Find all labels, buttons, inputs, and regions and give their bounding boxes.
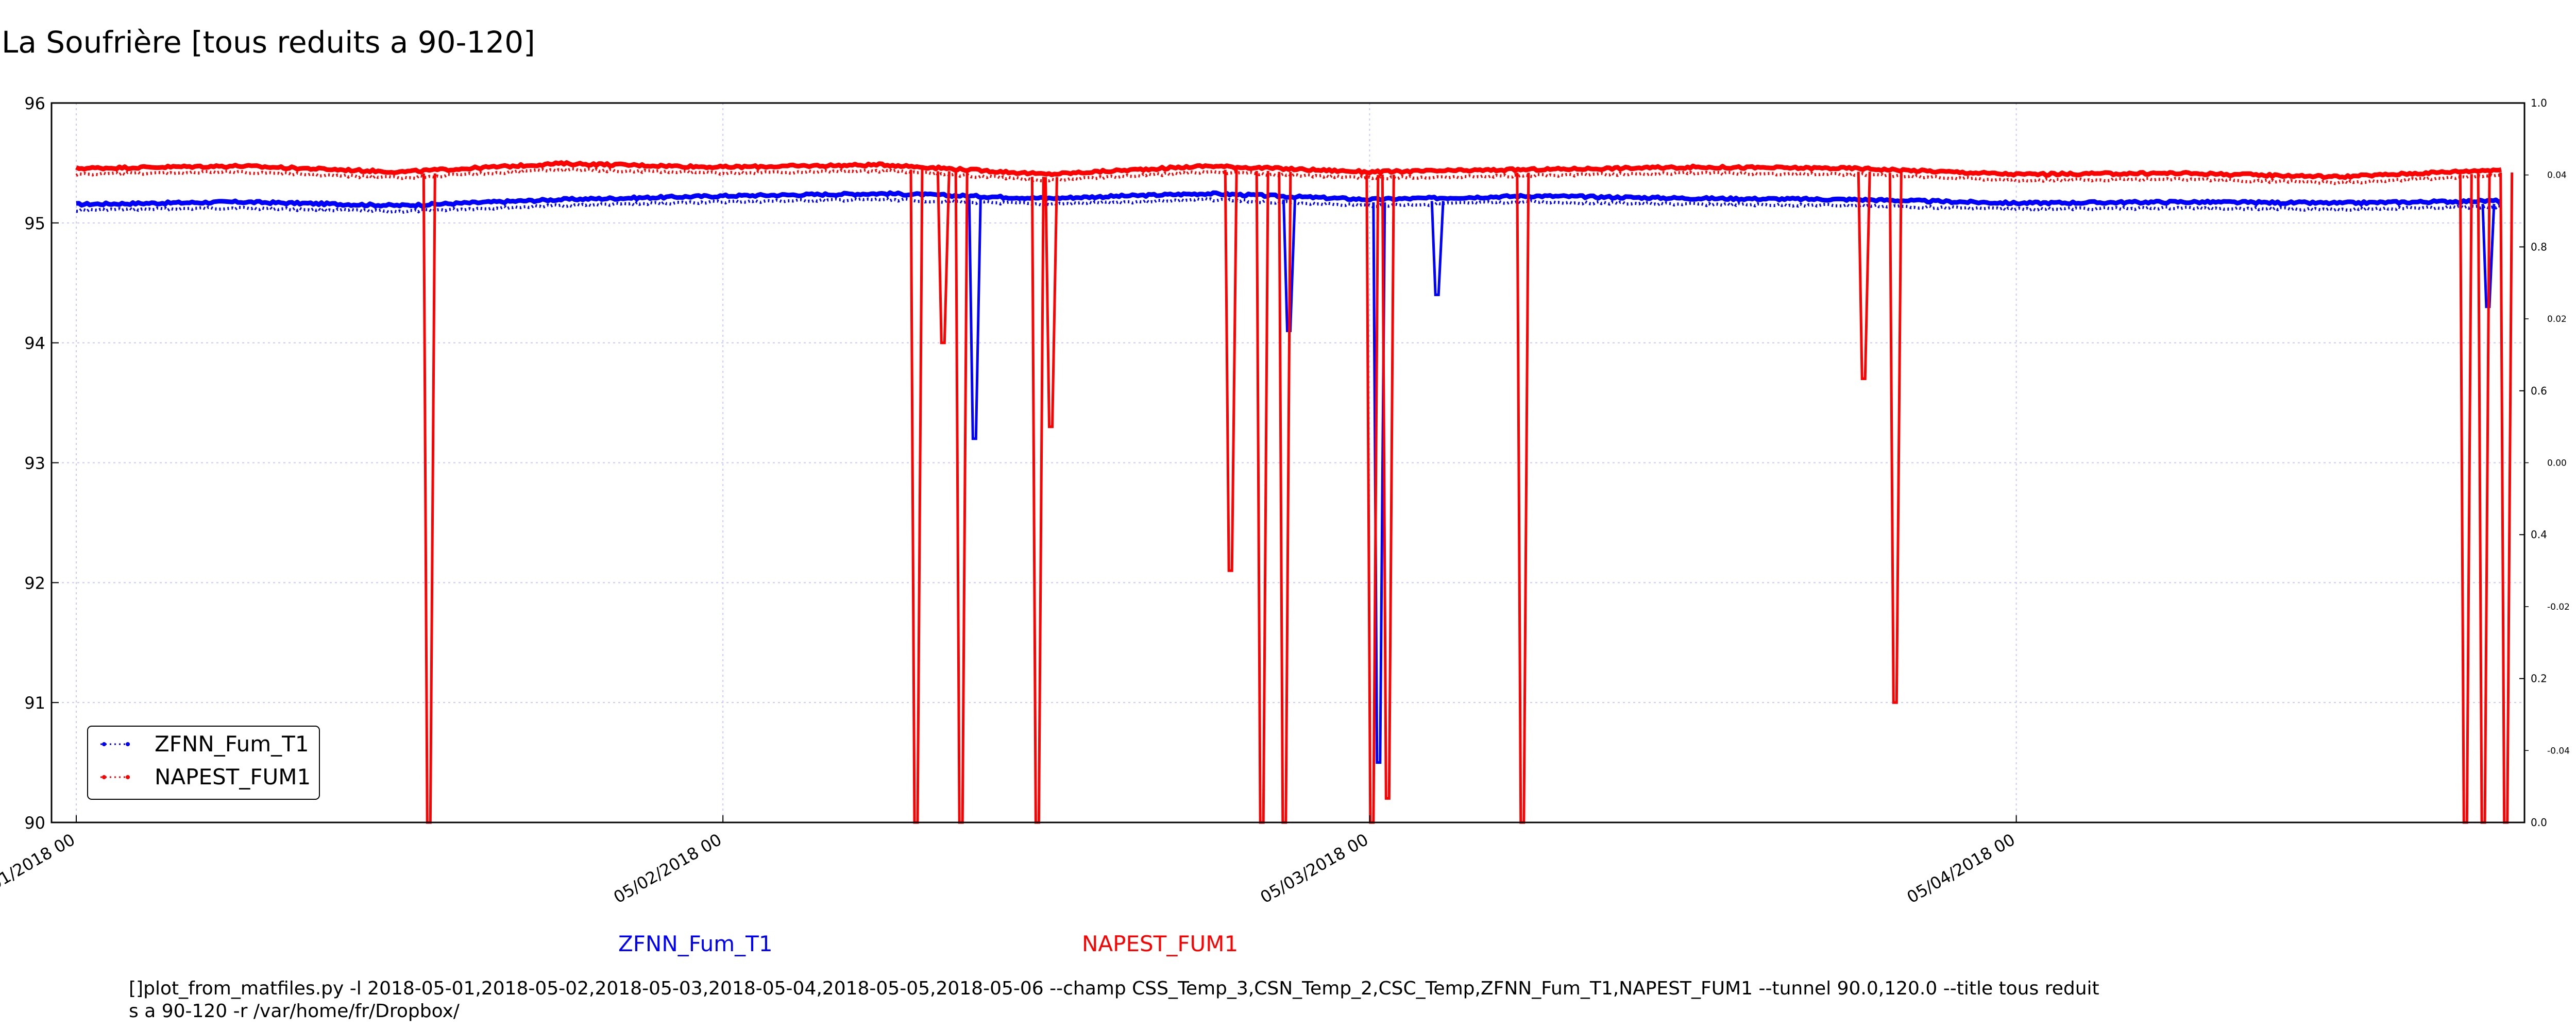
- legend-label: NAPEST_FUM1: [155, 764, 311, 789]
- series-dip: [1255, 170, 1269, 824]
- right-outer-tick-label: 1.0: [2531, 97, 2547, 109]
- series-line-upper: [75, 160, 2502, 180]
- legend-entry: NAPEST_FUM1: [100, 764, 311, 789]
- series-dip: [2499, 172, 2514, 824]
- right-outer-tick-label: 0.8: [2531, 241, 2547, 253]
- series-dip: [909, 169, 924, 824]
- legend-entry: ZFNN_Fum_T1: [100, 731, 309, 757]
- right-inner-tick-label: -0.02: [2547, 602, 2570, 612]
- y-tick-label: 93: [24, 454, 45, 473]
- right-outer-tick-label: 0.2: [2531, 673, 2547, 685]
- right-outer-tick-label: 0.6: [2531, 385, 2547, 397]
- legend-marker: [126, 742, 130, 746]
- series-layer: [75, 160, 2514, 824]
- right-outer-tick-label: 0.4: [2531, 528, 2547, 541]
- series-line-upper: [76, 190, 2502, 209]
- y-tick-label: 90: [24, 813, 45, 833]
- right-outer-tick-label: 0.0: [2531, 816, 2547, 829]
- right-inner-tick-label: -0.04: [2547, 746, 2570, 756]
- series-caption-napest: NAPEST_FUM1: [1082, 931, 1239, 956]
- legend-marker: [102, 775, 106, 779]
- right-inner-tick-label: 0.04: [2547, 170, 2567, 181]
- legend-box: [87, 726, 320, 800]
- legend-marker: [126, 775, 130, 779]
- y-tick-label: 91: [24, 693, 45, 713]
- right-inner-tick-label: 0.02: [2547, 314, 2567, 324]
- x-tick-label: 05/02/2018 00: [610, 830, 725, 907]
- command-line-text: []plot_from_matfiles.py -l 2018-05-01,20…: [129, 978, 2099, 1022]
- series-dip: [422, 173, 436, 824]
- legend-label: ZFNN_Fum_T1: [155, 731, 309, 757]
- series-dip: [1224, 169, 1238, 572]
- series-NAPEST_FUM1: [75, 160, 2514, 824]
- legend-marker: [102, 742, 106, 746]
- y-tick-label: 92: [24, 573, 45, 593]
- x-tick-label: 01/2018 00: [0, 830, 78, 894]
- series-dip: [1888, 173, 1903, 704]
- chart-title: La Soufrière [tous reduits a 90-120]: [2, 25, 535, 60]
- y-tick-label: 94: [24, 334, 45, 353]
- series-dip: [2459, 174, 2473, 824]
- series-dip: [1430, 201, 1445, 296]
- y-tick-label: 95: [24, 214, 45, 233]
- legend: ZFNN_Fum_T1 NAPEST_FUM1: [87, 726, 320, 800]
- x-tick-label: 05/03/2018 00: [1257, 830, 1372, 907]
- series-dip: [954, 172, 969, 824]
- series-dip: [1857, 171, 1871, 380]
- series-line-lower: [75, 167, 2502, 185]
- series-dip: [1516, 173, 1530, 824]
- x-tick-label: 05/04/2018 00: [1904, 830, 2019, 907]
- right-inner-tick-label: 0.00: [2547, 458, 2567, 469]
- series-dip: [936, 171, 951, 345]
- series-dip: [1030, 177, 1045, 824]
- series-caption-zfnn: ZFNN_Fum_T1: [618, 931, 773, 956]
- y-tick-label: 96: [24, 94, 45, 113]
- series-dip: [968, 199, 982, 440]
- series-dip: [1381, 175, 1395, 800]
- series-dip: [1044, 177, 1058, 428]
